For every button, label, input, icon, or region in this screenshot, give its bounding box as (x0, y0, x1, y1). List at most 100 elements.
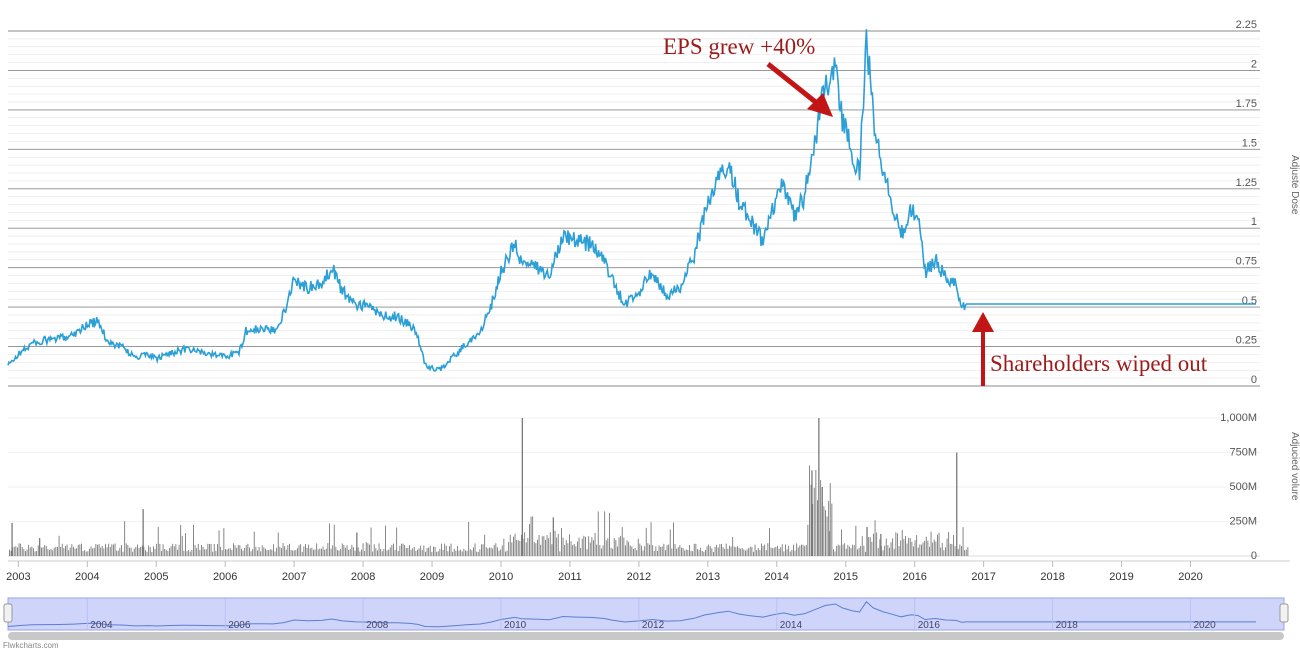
volume-bar (861, 536, 863, 556)
volume-bar (26, 549, 28, 556)
volume-bar (557, 533, 559, 556)
volume-bar (236, 547, 238, 556)
volume-bar (329, 523, 330, 556)
volume-bar (474, 543, 476, 556)
volume-bar (274, 551, 276, 556)
volume-bar (874, 520, 876, 556)
volume-bar (697, 549, 698, 556)
volume-bar (298, 545, 300, 556)
volume-bar (661, 546, 663, 556)
navigator-scrollbar[interactable] (8, 632, 1284, 640)
volume-bar (522, 538, 524, 556)
volume-bar (569, 534, 570, 556)
volume-bar (364, 551, 366, 556)
volume-bar (73, 546, 74, 556)
volume-bar (199, 549, 201, 556)
volume-bar (775, 546, 777, 556)
volume-bar (644, 546, 646, 556)
volume-bar (556, 537, 558, 556)
volume-gridlines (8, 417, 1260, 557)
volume-bar (361, 549, 362, 556)
volume-bar (501, 545, 503, 556)
volume-bar (418, 548, 420, 556)
volume-bar (831, 503, 833, 556)
volume-spike (811, 470, 813, 556)
volume-bar (257, 550, 258, 556)
volume-bar (673, 522, 674, 556)
volume-bar (706, 546, 708, 556)
volume-bar (335, 546, 337, 556)
volume-bar (858, 547, 860, 556)
volume-bar (426, 548, 428, 556)
volume-bar (212, 551, 214, 556)
volume-bar (941, 542, 943, 556)
volume-bar (513, 536, 514, 556)
volume-bar (714, 546, 716, 556)
volume-bar (81, 543, 82, 556)
volume-bar (85, 551, 87, 556)
volume-bar (343, 545, 345, 556)
x-tick-label: 2014 (765, 571, 789, 583)
volume-bar (813, 487, 815, 556)
volume-bar (161, 551, 162, 556)
volume-bar (209, 544, 210, 556)
volume-bar (425, 551, 426, 556)
volume-bar (535, 543, 537, 556)
volume-bar (375, 548, 377, 556)
volume-bar (327, 543, 329, 556)
volume-bar (633, 549, 634, 556)
volume-bar (489, 547, 490, 556)
volume-bar (596, 544, 598, 556)
volume-spike (521, 418, 523, 556)
navigator-tick-label: 2018 (1056, 620, 1079, 631)
volume-bar (559, 551, 561, 556)
volume-bar (895, 532, 897, 556)
x-tick-label: 2005 (144, 571, 168, 583)
volume-bar (829, 483, 831, 556)
volume-bar (919, 544, 921, 556)
volume-bar (812, 504, 814, 556)
volume-bar (516, 540, 518, 556)
volume-bar (178, 544, 180, 556)
volume-bar (826, 516, 828, 556)
volume-bar (185, 533, 186, 556)
volume-spike (866, 527, 868, 556)
volume-bar (949, 543, 951, 556)
price-tick-label: 0.5 (1242, 295, 1257, 307)
volume-bar (117, 550, 119, 556)
volume-bar (399, 545, 401, 556)
x-tick-label: 2019 (1109, 571, 1133, 583)
volume-bar (186, 551, 188, 556)
volume-bar (873, 533, 874, 556)
volume-bar (466, 550, 468, 556)
volume-bar (511, 542, 513, 556)
volume-bar (618, 537, 620, 556)
volume-bar (18, 543, 20, 556)
eps-arrow-head (807, 93, 833, 117)
volume-bar (797, 547, 799, 556)
volume-bar (487, 548, 489, 556)
volume-bar (346, 545, 348, 556)
volume-bar (791, 549, 793, 556)
volume-bar (314, 549, 316, 556)
volume-bar (524, 532, 526, 556)
volume-bar (781, 544, 783, 556)
volume-bar (239, 545, 241, 556)
volume-bar (226, 549, 228, 556)
navigator-right-handle[interactable] (1279, 603, 1289, 623)
volume-bar (228, 548, 230, 556)
navigator[interactable]: 2004 2006 2008 2010 2012 2014 2016 2018 2020 (3, 597, 1289, 640)
volume-bar (804, 546, 806, 556)
navigator-left-handle[interactable] (3, 603, 13, 623)
volume-bar (765, 550, 767, 556)
volume-bar (273, 544, 274, 556)
volume-bar (529, 524, 530, 556)
volume-bar (525, 542, 527, 556)
volume-bar (735, 547, 737, 556)
volume-bar (442, 550, 444, 556)
volume-bar (786, 549, 788, 556)
volume-bar (805, 544, 807, 556)
volume-bar (908, 537, 910, 556)
volume-bar (197, 543, 199, 556)
volume-bar (701, 550, 703, 556)
